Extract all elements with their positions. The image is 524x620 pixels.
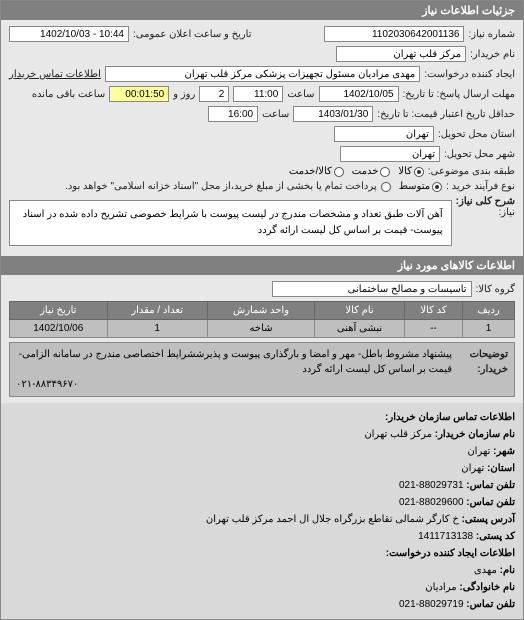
province-label: استان محل تحویل: [438,129,515,140]
cell-unit: شاخه [207,320,314,338]
cell-code: -- [404,320,462,338]
time-label-1: ساعت [287,89,314,100]
addr-value: خ کارگر شمالی تقاطع بزرگراه جلال ال احمد… [206,514,459,525]
process-opt-a-label: متوسط [399,181,430,192]
c-province-label: استان: [487,463,515,474]
col-name: نام کالا [315,302,405,320]
process-label: نوع فرآیند خرید : [446,181,515,192]
c-city-value: تهران [467,446,490,457]
col-row: ردیف [463,302,515,320]
contact-title1: اطلاعات تماس سازمان خریدار: [385,412,515,423]
announce-field: 10:44 - 1402/10/03 [9,26,129,42]
radio-icon [414,167,424,177]
zip-value: 1411713138 [418,531,473,542]
days-field: 2 [199,86,229,102]
req-no-label: شماره نیاز: [468,29,515,40]
pkg-opt-c[interactable]: کالا/خدمت [289,166,344,177]
validity-time-field: 16:00 [208,106,258,122]
lname-label: نام خانوادگی: [459,582,515,593]
creator-label: ایجاد کننده درخواست: [424,69,515,80]
zip-label: کد پستی: [476,531,515,542]
buyer-notes-box: توضیحات خریدار: پیشنهاد مشروط باطل- مهر … [9,342,515,397]
remain-time-field: 00:01:50 [109,86,169,102]
col-qty: تعداد / مقدار [107,302,207,320]
col-code: کد کالا [404,302,462,320]
creator-field: مهدی مرادیان مسئول تجهیزات پزشکی مرکز قل… [105,66,420,82]
deadline-label: مهلت ارسال پاسخ: تا تاریخ: [403,89,515,100]
need-label: نیاز: [456,207,515,218]
notes-text: پیشنهاد مشروط باطل- مهر و امضا و بارگذار… [16,347,452,377]
days-label: روز و [173,89,195,100]
ctel-value: 88029719-021 [399,599,464,610]
section1-header: جزئیات اطلاعات نیاز [1,1,523,20]
notes-label: توضیحات خریدار: [458,347,508,392]
radio-icon [380,167,390,177]
tel-label: تلفن تماس: [466,480,515,491]
ctel-label: تلفن تماس: [466,599,515,610]
validity-label: حداقل تاریخ اعتبار قیمت: تا تاریخ: [377,109,515,120]
validity-date-field: 1403/01/30 [293,106,373,122]
pkg-label: طبقه بندی موضوعی: [428,166,515,177]
cell-qty: 1 [107,320,207,338]
deadline-time-field: 11:00 [233,86,283,102]
addr-label: آدرس پستی: [462,514,515,525]
cell-row: 1 [463,320,515,338]
table-header-row: ردیف کد کالا نام کالا واحد شمارش تعداد /… [10,302,515,320]
c-city-label: شهر: [493,446,515,457]
group-label: گروه کالا: [476,284,515,295]
city-field: تهران [340,146,440,162]
remain-label: ساعت باقی مانده [32,89,105,100]
buyer-contact-link[interactable]: اطلاعات تماس خریدار [9,69,101,80]
cell-date: 1402/10/06 [10,320,108,338]
cell-name: نبشی آهنی [315,320,405,338]
col-date: تاریخ نیاز [10,302,108,320]
tel-value: 88029731-021 [399,480,464,491]
items-table: ردیف کد کالا نام کالا واحد شمارش تعداد /… [9,301,515,338]
notes-phone: ۰۲۱-۸۸۳۴۹۶۷۰ [16,377,452,392]
pkg-opt-c-label: کالا/خدمت [289,166,332,177]
req-no-field: 1102030642001136 [324,26,464,42]
need-title-label: شرح کلی نیاز: [456,196,515,207]
c-province-value: تهران [461,463,484,474]
deadline-date-field: 1402/10/05 [319,86,399,102]
fax-value: 88029600-021 [399,497,464,508]
process-opt-a[interactable]: متوسط [399,181,442,192]
city-label: شهر محل تحویل: [444,149,515,160]
group-field: تاسیسات و مصالح ساختمانی [272,281,472,297]
contact-section: اطلاعات تماس سازمان خریدار: نام سازمان خ… [1,403,523,619]
table-row: 1 -- نبشی آهنی شاخه 1 1402/10/06 [10,320,515,338]
fname-label: نام: [500,565,515,576]
time-label-2: ساعت [262,109,289,120]
process-note: پرداخت تمام یا بخشی از مبلغ خرید،از محل … [65,181,377,192]
pkg-opt-a-label: کالا [398,166,412,177]
announce-label: تاریخ و ساعت اعلان عمومی: [133,29,252,40]
pkg-opt-b[interactable]: خدمت [352,166,391,177]
lname-value: مرادیان [425,582,456,593]
buyer-name-field: مرکز قلب تهران [336,46,466,62]
contact-title2: اطلاعات ایجاد کننده درخواست: [386,548,515,559]
org-value: مرکز قلب تهران [364,429,432,440]
pkg-opt-b-label: خدمت [352,166,379,177]
province-field: تهران [334,126,434,142]
org-label: نام سازمان خریدار: [435,429,515,440]
fax-label: تلفن تماس: [466,497,515,508]
need-text: آهن آلات طبق تعداد و مشخصات مندرج در لیس… [9,200,452,246]
col-unit: واحد شمارش [207,302,314,320]
section1-body: شماره نیاز: 1102030642001136 تاریخ و ساع… [1,20,523,256]
section3-body: گروه کالا: تاسیسات و مصالح ساختمانی ردیف… [1,275,523,403]
pkg-opt-a[interactable]: کالا [398,166,424,177]
buyer-name-label: نام خریدار: [470,49,515,60]
radio-icon [334,167,344,177]
process-opt-b[interactable] [381,182,391,192]
process-radio-group: متوسط [381,181,442,192]
radio-icon [432,182,442,192]
fname-value: مهدی [474,565,497,576]
pkg-radio-group: کالا خدمت کالا/خدمت [289,166,424,177]
section3-header: اطلاعات کالاهای مورد نیاز [1,256,523,275]
radio-icon [381,182,391,192]
details-panel: جزئیات اطلاعات نیاز شماره نیاز: 11020306… [0,0,524,620]
